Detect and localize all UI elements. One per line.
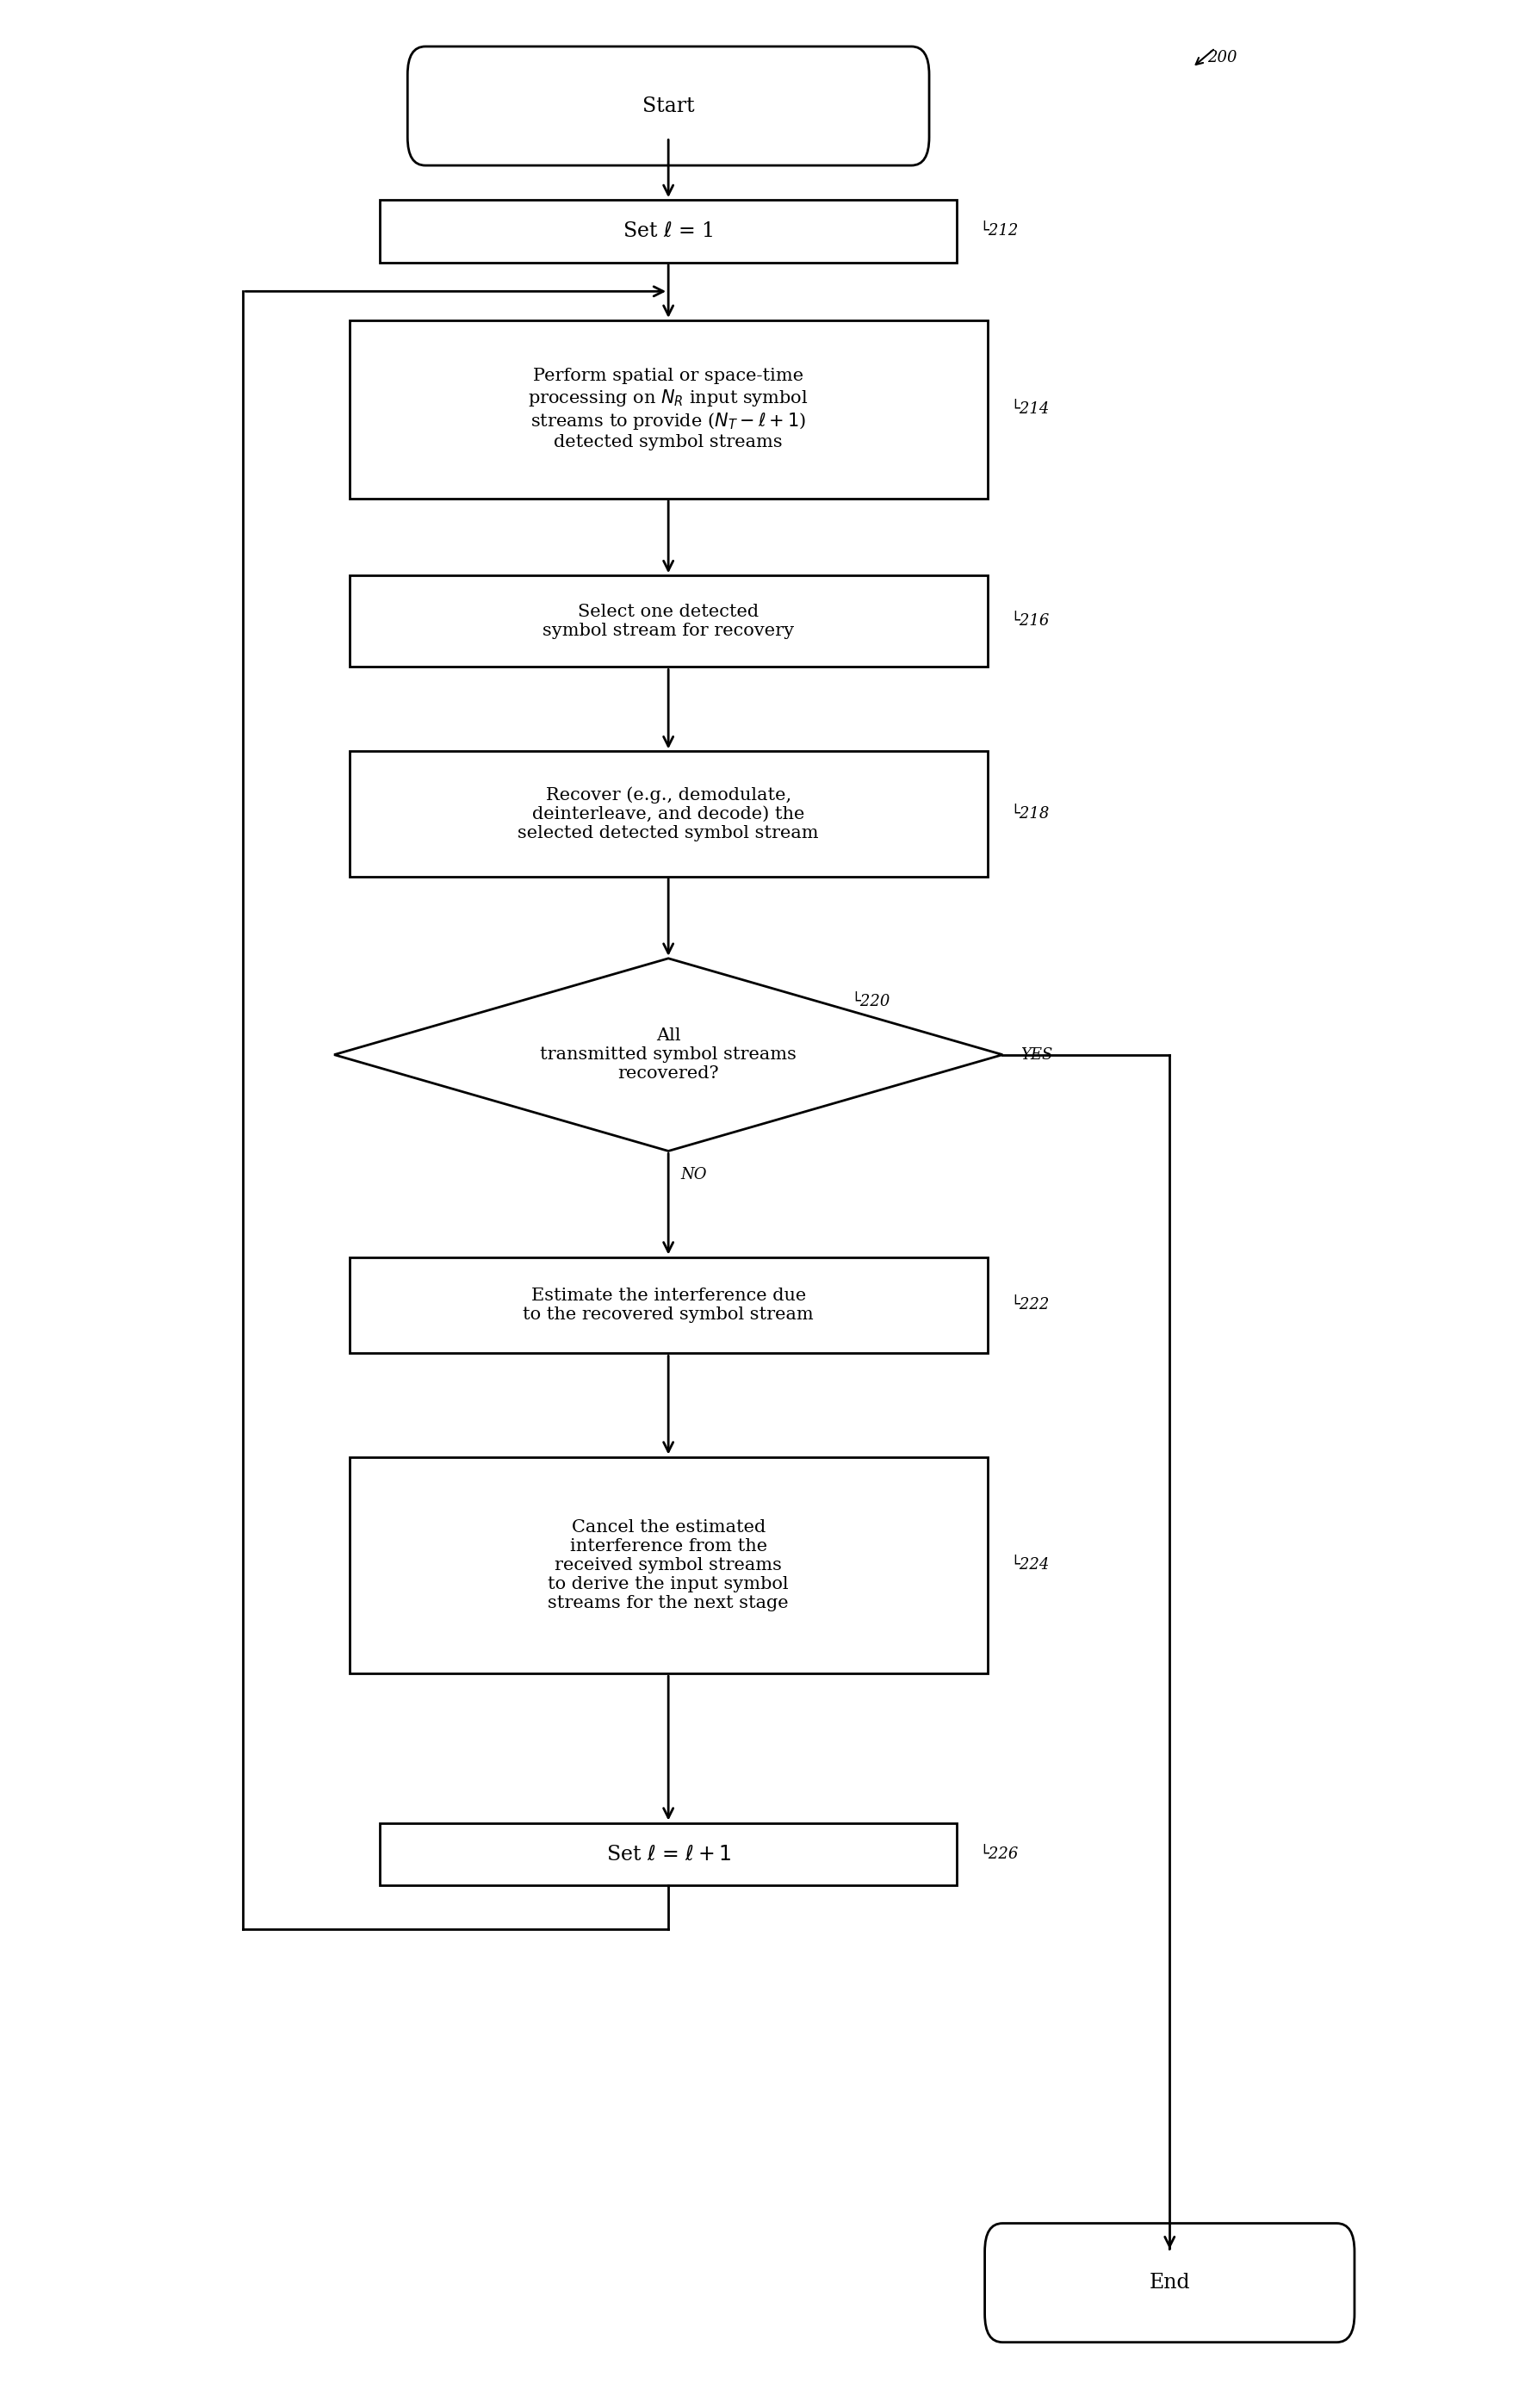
Polygon shape [334,958,1003,1151]
Text: Select one detected
symbol stream for recovery: Select one detected symbol stream for re… [542,604,794,638]
Text: NO: NO [681,1168,706,1182]
Text: └212: └212 [980,224,1019,238]
Bar [380,1823,957,1885]
Bar [349,320,987,498]
Bar [380,200,957,262]
Bar [349,1257,987,1353]
Text: Set $\ell$ = $\ell +1$: Set $\ell$ = $\ell +1$ [606,1845,731,1864]
Text: └214: └214 [1010,402,1050,417]
Text: └220: └220 [851,995,890,1009]
Text: Start: Start [643,96,694,116]
Text: └224: └224 [1010,1558,1050,1572]
Bar [349,576,987,667]
Text: All
transmitted symbol streams
recovered?: All transmitted symbol streams recovered… [541,1028,796,1081]
Text: Estimate the interference due
to the recovered symbol stream: Estimate the interference due to the rec… [523,1288,814,1322]
Bar [349,1457,987,1674]
Text: Recover (e.g., demodulate,
deinterleave, and decode) the
selected detected symbo: Recover (e.g., demodulate, deinterleave,… [518,787,819,840]
Text: YES: YES [1021,1047,1053,1062]
Text: Cancel the estimated
interference from the
received symbol streams
to derive the: Cancel the estimated interference from t… [548,1519,788,1611]
Text: └226: └226 [980,1847,1019,1861]
Text: └216: └216 [1010,614,1050,628]
FancyBboxPatch shape [407,46,930,166]
Text: Perform spatial or space-time
processing on $N_R$ input symbol
streams to provid: Perform spatial or space-time processing… [529,368,808,450]
Bar [349,751,987,877]
Text: └218: └218 [1010,807,1050,821]
Text: 200: 200 [1208,51,1238,65]
Text: Set $\ell$ = 1: Set $\ell$ = 1 [623,222,714,241]
Text: End: End [1150,2273,1189,2292]
FancyBboxPatch shape [984,2223,1355,2343]
Text: └222: └222 [1010,1298,1050,1312]
